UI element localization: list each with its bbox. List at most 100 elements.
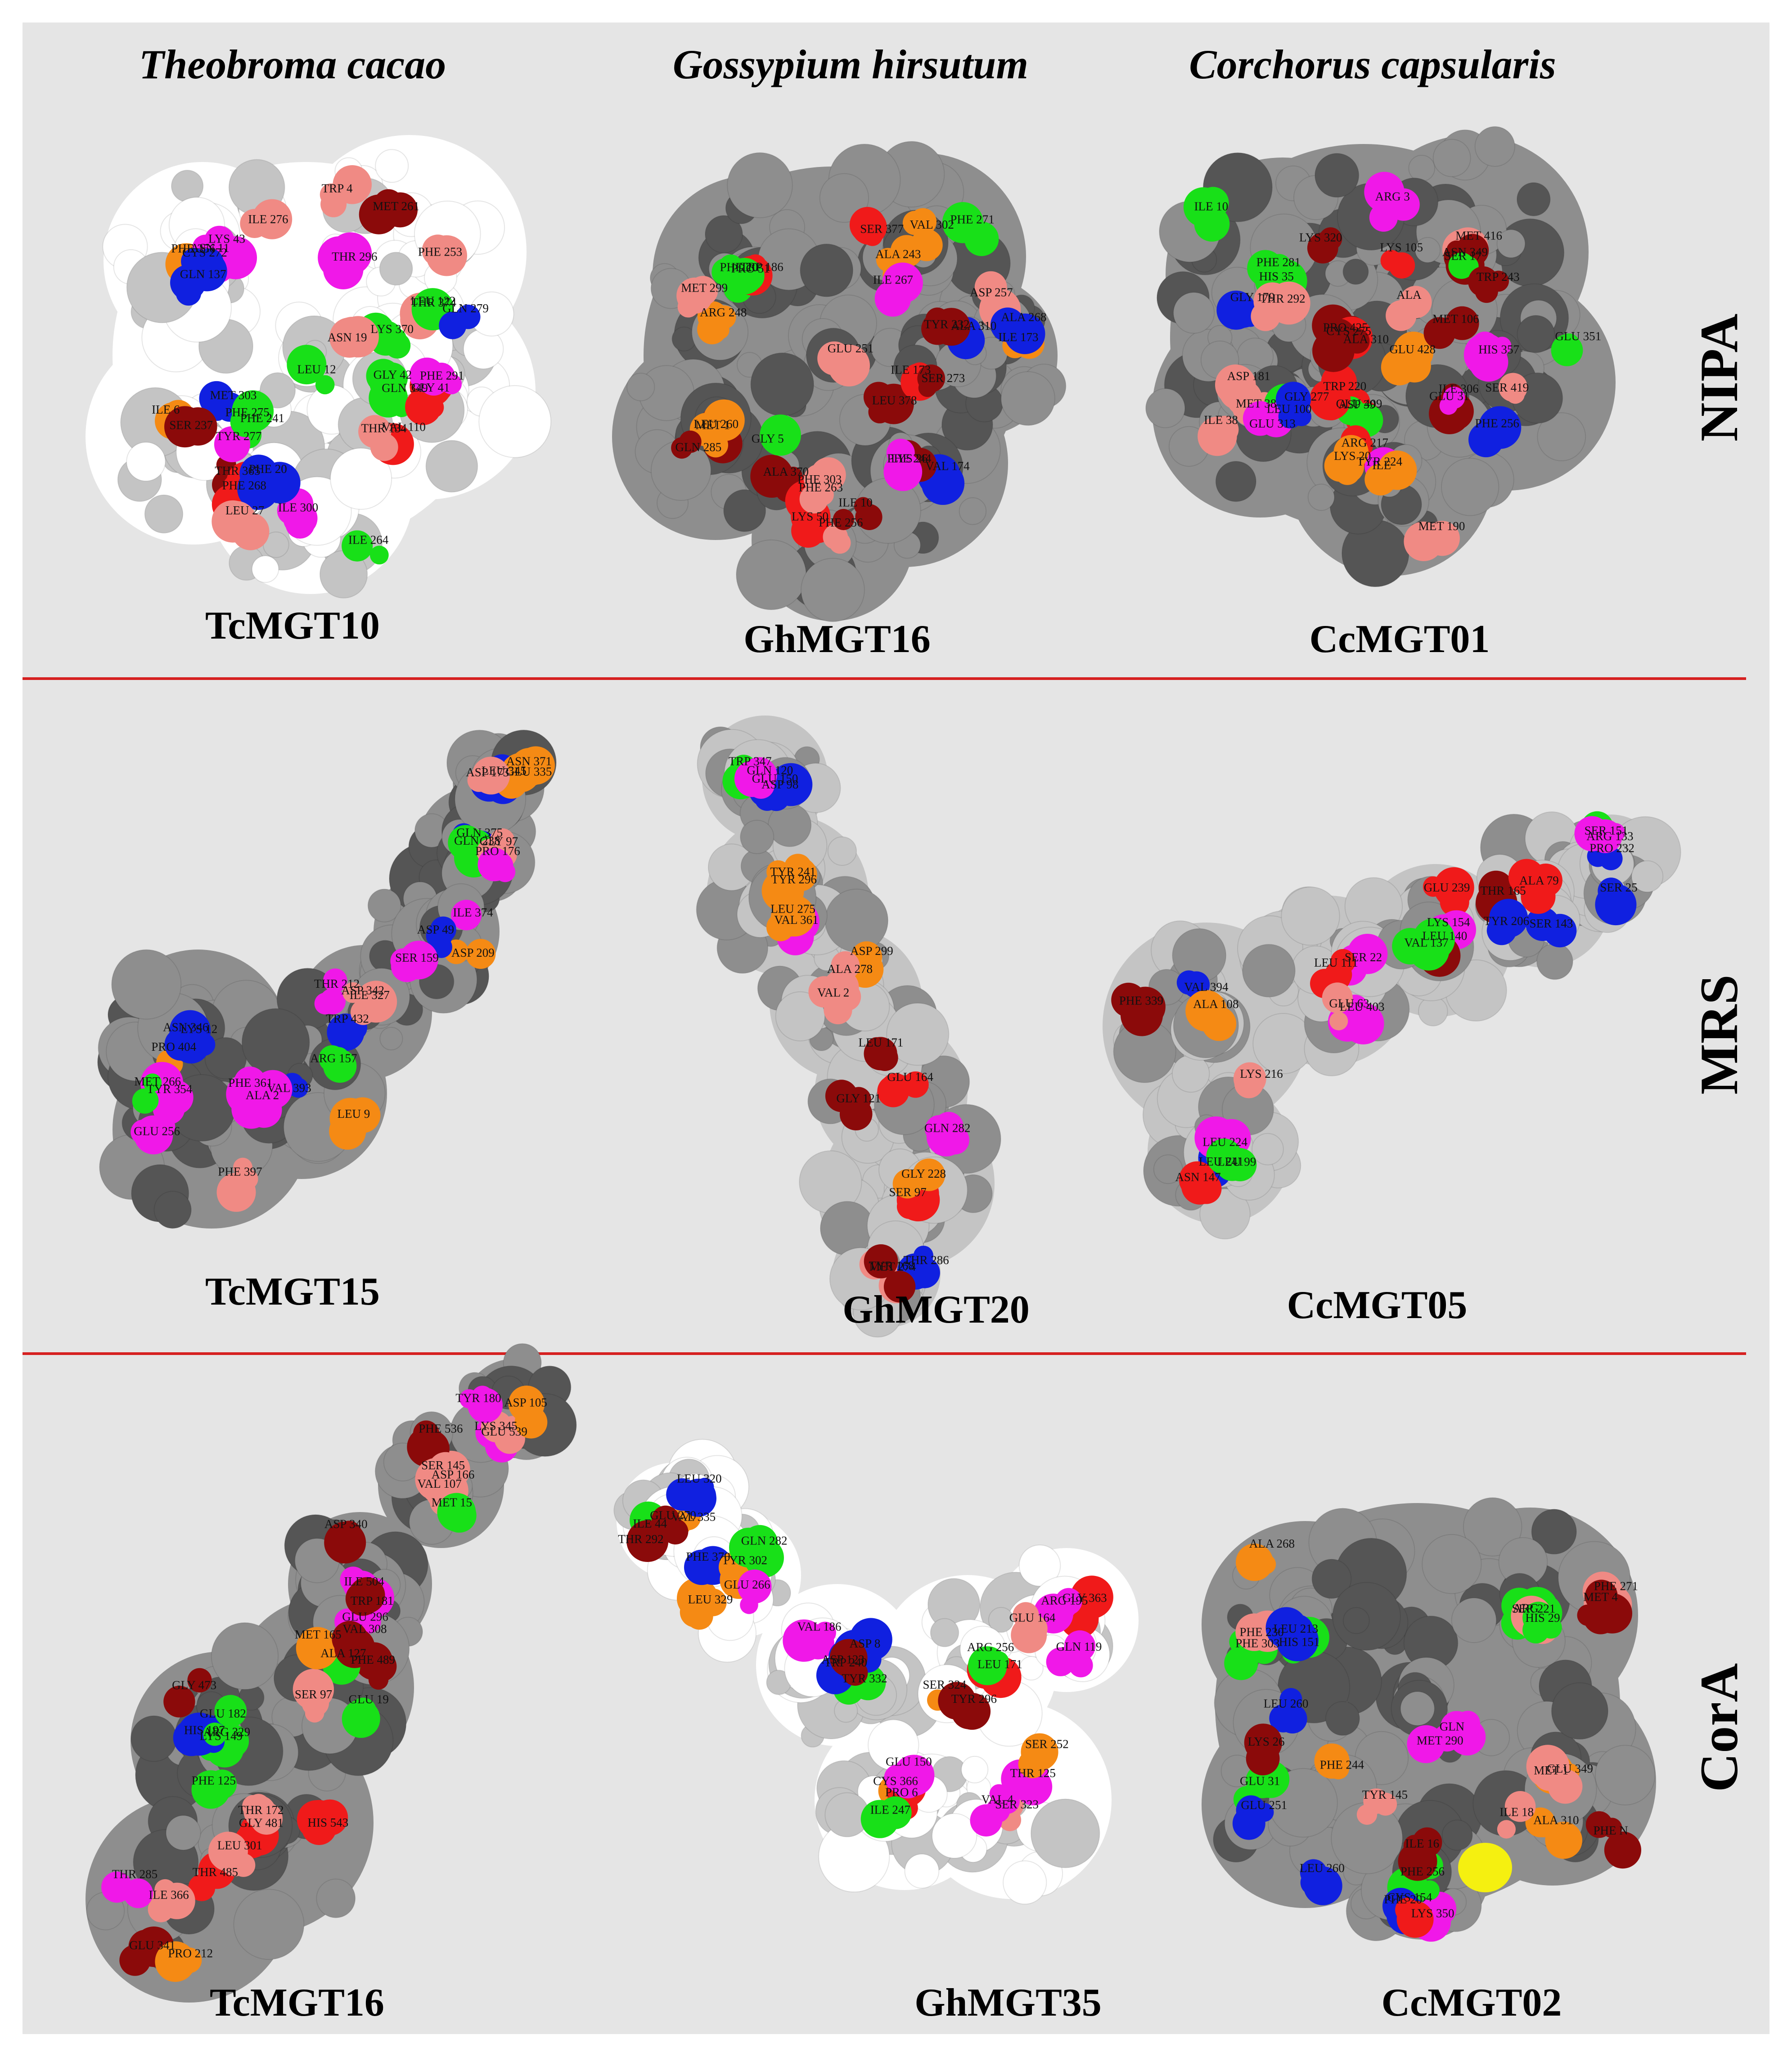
surface-bump: [930, 1618, 959, 1647]
residue-patch: [163, 1686, 195, 1718]
residue-patches: [131, 746, 555, 1212]
residue-label: MET 290: [1417, 1734, 1463, 1747]
residue-label: LEU 27: [225, 504, 264, 517]
residue-patch: [1322, 982, 1353, 1013]
residue-label: PHE 256: [1475, 417, 1519, 430]
residue-patch: [119, 1944, 151, 1976]
residue-label: ASP 166: [432, 1467, 475, 1481]
residue-patch: [214, 1695, 247, 1728]
surface-bump: [1400, 1691, 1435, 1726]
residue-label: LEU 301: [217, 1838, 262, 1852]
surface-bump: [1171, 1054, 1210, 1093]
residue-patch: [833, 509, 854, 531]
residue-label: TYR 296: [951, 1692, 997, 1706]
surface-bump: [1018, 1544, 1061, 1587]
residue-label: PHE 275: [225, 405, 270, 419]
surface-bump: [1631, 860, 1664, 893]
residue-label: CYS 272: [182, 246, 227, 259]
residue-patch: [902, 1071, 929, 1098]
residue-label: GLU 428: [1389, 342, 1436, 356]
residue-patch: [237, 468, 279, 510]
surface-bump: [740, 819, 774, 854]
surface-bump: [750, 352, 815, 417]
protein-surface-tcmgt16: THR 485 GLY 481 GLY 473 PHE 489 ILE 504 SER 1…: [86, 1343, 577, 2003]
residue-label: LEU 345: [482, 764, 527, 778]
residue-patch: [1017, 321, 1035, 339]
residue-label: ASN 19: [328, 330, 367, 344]
residue-patch: [1478, 870, 1514, 906]
residue-label: GLY 481: [239, 1816, 284, 1830]
residue-label: SER 145: [421, 1458, 465, 1472]
surface-bump: [1551, 1682, 1609, 1740]
residue-patch: [1604, 1832, 1641, 1869]
residue-patch: [970, 1804, 1003, 1836]
residue-label: ALA 310: [951, 319, 996, 333]
residue-label: LYS 43: [208, 232, 245, 245]
residue-patch: [877, 1075, 910, 1107]
surface-bump: [1517, 315, 1555, 353]
residue-patch: [1469, 342, 1508, 382]
residue-label: GLY 41: [411, 381, 450, 394]
residue-label: MET 274: [869, 1260, 916, 1274]
surface-bump: [1441, 1819, 1473, 1851]
row-divider-1: [23, 677, 1746, 680]
surface-bump: [144, 494, 184, 534]
residue-patches: [1111, 811, 1637, 1205]
residue-patch: [942, 202, 984, 243]
residue-label: ILE 10: [1194, 199, 1229, 213]
residue-label: PHE 20: [720, 261, 758, 274]
residue-label: THR 134: [361, 421, 407, 435]
surface-bump: [736, 539, 807, 610]
residue-patch: [1243, 401, 1278, 436]
residue-patch: [1381, 349, 1418, 386]
residue-label: SER 22: [1345, 950, 1382, 964]
residue-label: THR 286: [904, 1253, 949, 1267]
residue-label: ASN 147: [1175, 1170, 1221, 1184]
residue-label: ASN 11: [190, 241, 230, 255]
residue-labels: LEU 378 PRO 51 SER 377 ALA 370 VAL 174 LYS 50…: [675, 212, 1047, 529]
residue-patch: [1364, 464, 1397, 495]
residue-label: GLN 375: [456, 826, 503, 839]
residue-label: GLU 31: [1429, 389, 1469, 403]
surface-bump: [723, 489, 766, 532]
residue-patch: [909, 1257, 940, 1288]
structure-name-ghmgt20: GhMGT20: [842, 1288, 1030, 1332]
residue-label: PHE 230: [1240, 1625, 1284, 1639]
residue-labels: PRO 404 PHE 397 VAL 393 TRP 432 ILE 374 GLN 3…: [134, 754, 552, 1178]
residue-label: ARG 329: [203, 1725, 250, 1739]
residue-patch: [314, 992, 337, 1015]
residue-patch: [318, 236, 360, 279]
residue-label: ARG: [1513, 1601, 1539, 1615]
residue-patch: [349, 1697, 377, 1725]
residue-patch: [365, 986, 387, 1008]
residue-label: HIS 543: [308, 1816, 349, 1829]
residue-patch: [490, 828, 515, 854]
residue-patch: [1236, 1795, 1266, 1825]
residue-patch: [369, 545, 389, 565]
surface-bump: [1422, 1534, 1482, 1594]
residue-patch: [1223, 1148, 1257, 1182]
residue-patch: [149, 1887, 177, 1915]
residue-patch: [1189, 1175, 1214, 1200]
species-title-1: Theobroma cacao: [139, 41, 446, 87]
residue-patch: [813, 484, 834, 505]
residue-label: PRO 232: [1589, 841, 1634, 855]
residue-label: ILE 276: [248, 212, 288, 226]
residue-patch: [345, 533, 367, 555]
residue-patch: [989, 1784, 1009, 1803]
residue-label: ILE 306: [1439, 382, 1479, 395]
surface-bump: [961, 1755, 989, 1783]
residue-patch: [285, 509, 315, 539]
residue-label: ASN 346: [163, 1021, 208, 1034]
protein-surface-ghmgt16: LEU 378 PRO 51 SER 377 ALA 370 VAL 174 LYS 50…: [612, 141, 1067, 622]
residue-label: GLU 335: [506, 765, 552, 778]
surface-bump: [1325, 1701, 1360, 1736]
residue-label: LEU 403: [1340, 1000, 1385, 1013]
residue-label: THR 374: [411, 296, 457, 309]
residue-label: PHE 489: [351, 1653, 395, 1666]
residue-patch: [134, 1088, 159, 1113]
residue-label: PHE 370: [686, 1550, 730, 1563]
residue-patch: [1443, 387, 1465, 409]
surface-bump: [904, 1854, 940, 1889]
residue-patch: [1300, 1870, 1325, 1895]
